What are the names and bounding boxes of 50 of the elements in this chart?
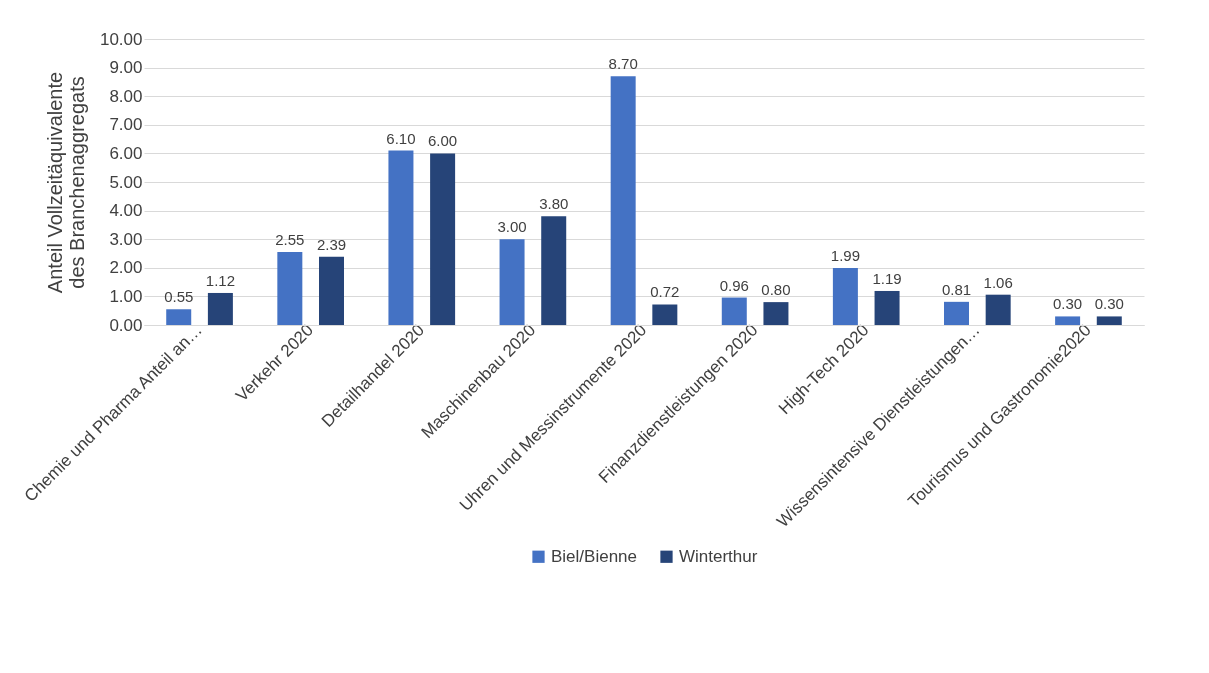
bar [207,292,233,325]
y-tick-label: 1.00 [109,286,143,306]
bar [1096,316,1122,325]
bar [985,294,1011,325]
y-tick-label: 9.00 [109,58,143,78]
bar [277,252,303,325]
data-label: 8.70 [608,55,638,73]
data-label: 0.30 [1094,295,1124,313]
bar [832,268,858,325]
y-tick-label: 5.00 [109,172,143,192]
data-label: 2.39 [316,235,347,253]
bar [874,290,900,325]
bar [610,76,636,325]
data-label: 6.00 [428,132,458,150]
data-label: 0.81 [941,280,972,298]
y-tick-label: 4.00 [109,201,143,221]
bar [541,216,567,325]
legend-label: Winterthur [679,546,758,566]
data-label: 1.12 [205,271,235,289]
y-tick-label: 3.00 [109,229,143,249]
data-label: 3.80 [539,195,569,213]
legend-label: Biel/Bienne [551,546,638,566]
data-label: 3.00 [497,218,527,236]
data-label: 6.10 [386,129,416,147]
data-label: 1.19 [872,269,902,287]
bar [944,301,969,325]
data-label: 1.99 [830,247,860,265]
y-tick-label: 8.00 [109,86,143,106]
data-label: 2.55 [275,231,305,249]
y-tick-label: 6.00 [109,143,143,163]
y-axis-title: Anteil Vollzeitäquivalente des Branchenaggregats [43,71,88,294]
data-label: 0.72 [650,283,680,301]
data-label: 0.96 [719,276,749,294]
y-tick-label: 10.00 [99,29,143,49]
data-label: 0.80 [761,281,791,299]
bar [388,150,414,325]
y-tick-label: 0.00 [109,315,143,335]
bar [652,304,678,325]
bar [721,297,747,325]
bar [166,309,192,325]
bar [319,256,344,325]
y-tick-label: 2.00 [109,258,143,278]
data-label: 0.55 [164,288,194,306]
bar [499,239,525,325]
data-label: 1.06 [983,273,1013,291]
bar [1055,316,1081,325]
y-tick-label: 7.00 [109,115,143,135]
bar [763,302,789,325]
bar [430,153,456,325]
data-label: 0.30 [1053,295,1083,313]
